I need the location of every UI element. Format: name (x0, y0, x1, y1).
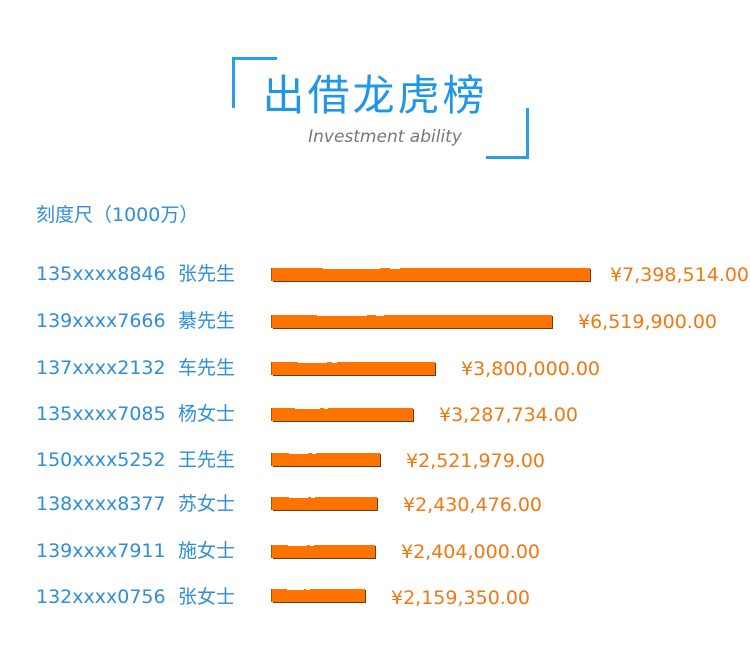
bar-highlight (310, 543, 314, 546)
row-phone: 150xxxx5252 (36, 449, 166, 471)
value-bar (272, 543, 375, 558)
value-bar (272, 495, 377, 510)
page-subtitle: Investment ability (308, 127, 462, 147)
row-phone: 132xxxx0756 (36, 586, 166, 608)
bracket-bottom-right (486, 108, 529, 159)
bar-highlight (306, 587, 310, 590)
amount-label: ¥2,159,350.00 (391, 587, 531, 609)
row-phone: 135xxxx8846 (36, 263, 166, 285)
page-title: 出借龙虎榜 (262, 71, 488, 120)
row-name: 綦先生 (178, 310, 236, 332)
row-name: 杨女士 (178, 403, 236, 425)
value-bar (272, 406, 413, 421)
value-bar (272, 266, 590, 281)
row-name: 苏女士 (178, 493, 236, 515)
bar-highlight (287, 587, 304, 590)
amount-label: ¥7,398,514.00 (610, 264, 750, 286)
header: 出借龙虎榜 Investment ability (0, 0, 750, 170)
scale-label: 刻度尺（1000万） (36, 204, 199, 226)
row-name: 张女士 (178, 586, 236, 608)
row-name: 施女士 (178, 540, 236, 562)
row-phone: 139xxxx7666 (36, 310, 166, 332)
bar-highlight (317, 313, 367, 316)
bar-highlight (311, 495, 315, 498)
bar-highlight (289, 495, 308, 498)
bar-highlight (390, 266, 400, 269)
bar-highlight (334, 210, 406, 213)
bar-highlight (289, 451, 308, 454)
bar-highlight (312, 451, 316, 454)
row-phone: 137xxxx2132 (36, 357, 166, 379)
bar-highlight (298, 360, 327, 363)
value-bar (272, 451, 380, 466)
bar-highlight (288, 543, 307, 546)
bar-highlight (332, 360, 337, 363)
row-name: 张先生 (178, 263, 236, 285)
value-bar (272, 313, 552, 328)
bar-highlight (324, 406, 328, 409)
amount-label: ¥3,287,734.00 (439, 404, 579, 426)
amount-label: ¥3,800,000.00 (461, 358, 601, 380)
bracket-top-left (232, 57, 277, 108)
row-name: 车先生 (178, 357, 236, 379)
amount-label: ¥2,521,979.00 (406, 450, 546, 472)
value-bar (272, 360, 435, 375)
row-phone: 138xxxx8377 (36, 493, 166, 515)
bar-highlight (323, 266, 380, 269)
bar-highlight (418, 210, 428, 213)
row-name: 王先生 (178, 449, 236, 471)
bar-highlight (295, 406, 320, 409)
bar-highlight (376, 313, 384, 316)
value-bar (272, 587, 365, 602)
amount-label: ¥6,519,900.00 (578, 311, 718, 333)
amount-label: ¥2,404,000.00 (401, 541, 541, 563)
row-phone: 139xxxx7911 (36, 540, 166, 562)
amount-label: ¥2,430,476.00 (403, 494, 543, 516)
row-phone: 135xxxx7085 (36, 403, 166, 425)
